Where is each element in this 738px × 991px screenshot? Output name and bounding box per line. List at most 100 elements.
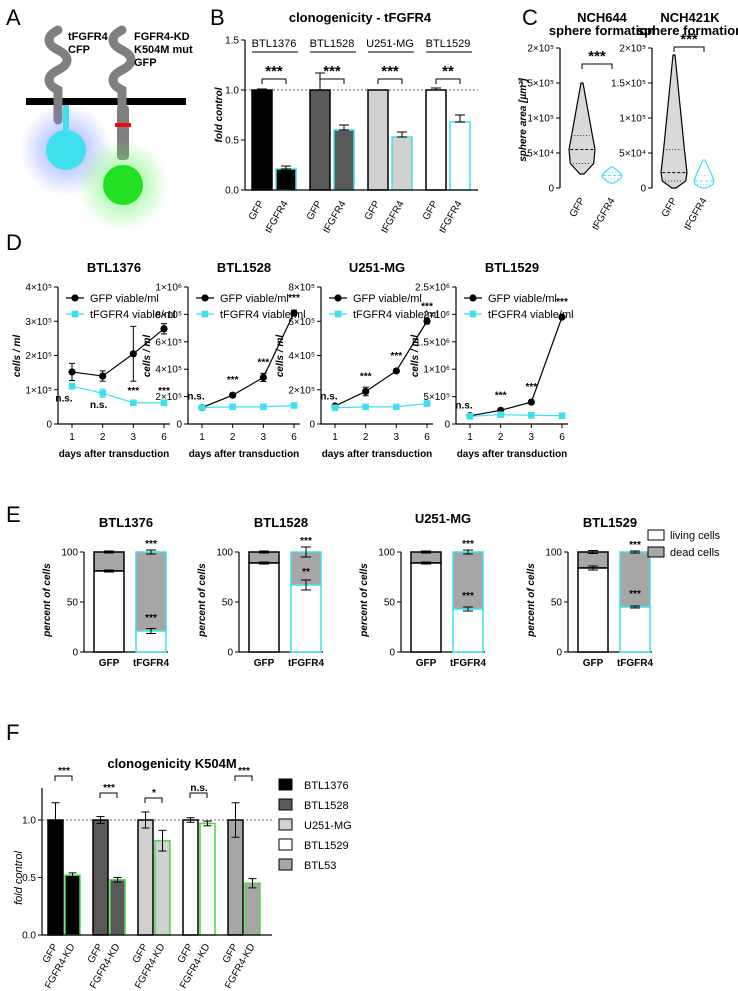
- panel-d-y-tick-label: 6×10⁵: [288, 317, 315, 328]
- panel-d-point-gfp: [259, 373, 267, 382]
- panel-d-title: BTL1528: [217, 260, 271, 275]
- panel-b-x-tick-label: GFP: [305, 199, 325, 223]
- panel-b-x-tick-label: tFGFR4: [263, 199, 291, 236]
- panel-d-point-tfgfr4: [466, 413, 474, 420]
- panel-b-significance: **: [442, 63, 454, 80]
- panel-b-x-tick-label: tFGFR4: [321, 199, 349, 236]
- panel-e-significance-bottom: ***: [462, 591, 474, 602]
- panel-d-x-tick-label: 2: [498, 432, 504, 443]
- panel-e-y-tick-label: 50: [67, 598, 79, 609]
- panel-d-point-gfp: [99, 372, 107, 380]
- panel-d-y-tick-label: 0: [309, 420, 315, 431]
- panel-d-series-line: [334, 402, 428, 409]
- panel-b-y-tick-label: 0.5: [225, 136, 239, 147]
- panel-d-x-label: days after transduction: [322, 449, 433, 460]
- panel-e-bar-dead: [248, 551, 280, 564]
- panel-b-bar: [309, 89, 331, 191]
- panel-c-significance-bracket: [673, 46, 705, 52]
- panel-d-significance: ***: [525, 382, 537, 393]
- panel-letter-d: D: [6, 230, 22, 255]
- panel-f-legend-swatch: [278, 838, 293, 851]
- panel-d-y-tick-label: 4×10⁵: [25, 283, 52, 294]
- panel-f-significance-bracket: [54, 775, 73, 781]
- panel-d-y-tick-label: 2×10⁵: [155, 392, 182, 403]
- panel-e-x-tick-label: GFP: [99, 658, 120, 669]
- panel-e-bar-dead: [93, 551, 125, 572]
- panel-d-significance: ***: [158, 386, 170, 397]
- panel-d-legend-marker: [201, 310, 209, 318]
- panel-c-violin: [693, 159, 715, 189]
- panel-d-point-tfgfr4: [528, 411, 535, 419]
- panel-f-chart: clonogenicity K504M 0.0 0.5 1.0 fold control…: [13, 756, 352, 991]
- panel-b-x-tick-label: tFGFR4: [437, 199, 465, 236]
- panel-e-y-tick-label: 50: [384, 598, 396, 609]
- panel-c-y-tick-label: 1.5×10⁵: [611, 79, 646, 90]
- panel-d-x-tick-label: 1: [69, 432, 75, 443]
- panel-e-significance-bottom: ***: [629, 589, 641, 600]
- panel-d-x-tick-label: 6: [291, 432, 297, 443]
- panel-f-significance-bracket: [189, 792, 208, 798]
- panel-b-x-tick-label: GFP: [363, 199, 383, 223]
- panel-d-point-tfgfr4: [331, 404, 339, 412]
- panel-e-bar-dead: [135, 551, 167, 632]
- panel-b-y-tick-label: 1.5: [225, 36, 239, 47]
- panel-c-violin: [601, 166, 623, 184]
- panel-c-subtitle: sphere formation: [637, 23, 738, 38]
- panel-letter-a: A: [6, 5, 21, 30]
- panel-d-significance: n.s.: [55, 393, 72, 404]
- tfgfr4-receptor-shape: [44, 25, 72, 125]
- panel-e-bar-living: [619, 606, 651, 653]
- panel-d-series-line: [71, 385, 164, 404]
- panel-d-x-tick-label: 6: [161, 432, 167, 443]
- panel-f-bar: [244, 882, 261, 936]
- panel-f-y-label: fold control: [13, 851, 25, 905]
- panel-d-x-tick-label: 3: [529, 432, 535, 443]
- panel-e-significance-bottom: **: [302, 567, 310, 578]
- panel-c-y-tick-label: 1×10⁵: [527, 114, 554, 125]
- panel-e-y-tick-label: 50: [222, 598, 234, 609]
- panel-e-legend-label: dead cells: [670, 547, 720, 559]
- panel-d-point-gfp: [527, 398, 535, 406]
- panel-letter-e: E: [6, 502, 21, 527]
- panel-f-y-tick-label: 1.0: [22, 816, 36, 827]
- panel-d-x-tick-label: 6: [424, 432, 430, 443]
- panel-c-title: NCH644: [577, 10, 628, 25]
- panel-d-legend-marker: [469, 310, 477, 318]
- panel-d-legend-label: GFP viable/ml: [488, 293, 557, 305]
- panel-f-bar: [64, 874, 81, 936]
- panel-b-chart: clonogenicity - tFGFR4 0.0 0.5 1.0 1.5 fold c…: [214, 10, 478, 235]
- panel-c-y-tick-label: 5×10⁴: [619, 149, 646, 160]
- panel-f-legend-swatch: [278, 778, 293, 791]
- panel-d-y-label: cells / ml: [142, 335, 153, 377]
- panel-d-y-tick-label: 8×10⁵: [288, 283, 315, 294]
- panel-d-title: BTL1376: [87, 260, 141, 275]
- panel-e-bar-living: [135, 630, 167, 653]
- panel-d-point-tfgfr4: [393, 403, 400, 411]
- panel-d-significance: ***: [360, 371, 372, 382]
- panel-e-title: BTL1529: [583, 515, 637, 530]
- panel-d-legend-marker: [334, 294, 342, 302]
- panel-f-significance: ***: [103, 783, 115, 794]
- panel-e-y-tick-label: 100: [216, 548, 233, 559]
- panel-b-significance: ***: [323, 63, 341, 80]
- panel-d-point-gfp: [558, 313, 566, 321]
- panel-f-legend-label: U251-MG: [304, 820, 352, 832]
- construct-right-mutation: K504M mut: [134, 44, 193, 56]
- panel-f-title: clonogenicity K504M: [107, 756, 236, 771]
- panel-c-significance-bracket: [581, 63, 613, 69]
- panel-c-significance: ***: [680, 31, 698, 48]
- panel-d-y-tick-label: 5×10⁵: [423, 392, 450, 403]
- panel-e-bar-dead: [619, 551, 651, 608]
- panel-f-significance-bracket: [234, 775, 253, 781]
- panel-f-legend-label: BTL1376: [304, 780, 349, 792]
- panel-d-x-tick-label: 1: [332, 432, 338, 443]
- panel-d-significance: n.s.: [90, 400, 107, 411]
- panel-d-y-tick-label: 0: [46, 420, 52, 431]
- panel-e-bar-living: [410, 562, 442, 653]
- fgfr4-kd-extracellular: [108, 25, 136, 115]
- panel-b-x-tick-label: GFP: [421, 199, 441, 223]
- panel-d-series-line: [334, 320, 428, 407]
- panel-e-significance-top: ***: [145, 539, 157, 550]
